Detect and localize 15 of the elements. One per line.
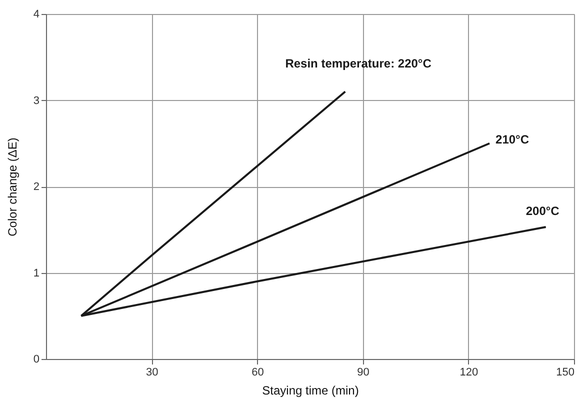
x-tick-label: 150 xyxy=(556,366,574,378)
y-tick-label: 3 xyxy=(33,94,40,107)
y-axis-title: Color change (ΔE) xyxy=(5,138,20,236)
x-tick-label: 120 xyxy=(460,366,478,378)
series-label: 200°C xyxy=(526,204,560,218)
y-tick-label: 4 xyxy=(33,8,40,20)
y-tick-label: 1 xyxy=(33,267,40,280)
series-label: 210°C xyxy=(496,132,530,146)
x-tick-label: 90 xyxy=(357,366,370,378)
text: Resin temperature: 220°C xyxy=(285,56,432,71)
y-tick-label: 2 xyxy=(33,181,40,193)
x-tick-label: 60 xyxy=(252,366,264,378)
y-tick-label: 0 xyxy=(33,354,40,366)
x-tick-label: 30 xyxy=(146,366,158,378)
x-axis-title: Staying time (min) xyxy=(262,384,359,398)
